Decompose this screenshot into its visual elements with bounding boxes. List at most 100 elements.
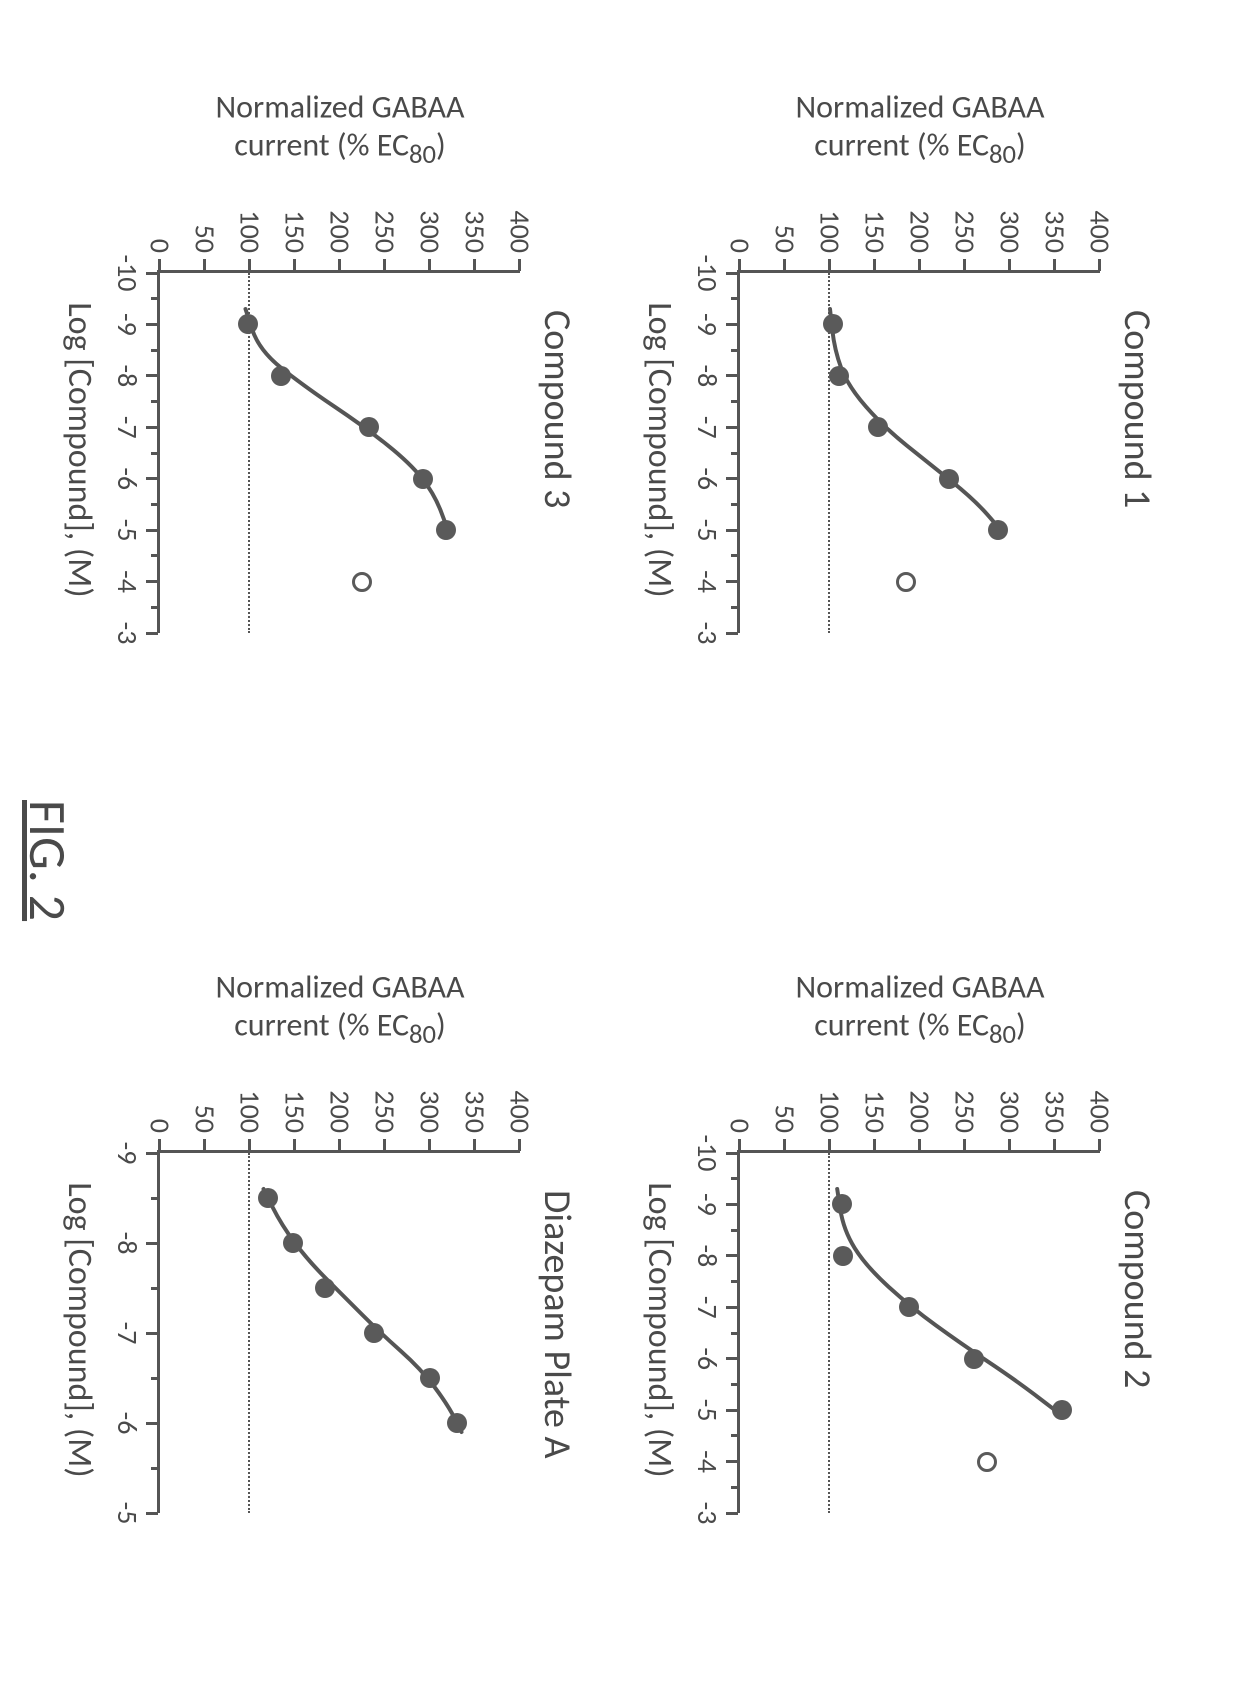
- x-tick-minor: [731, 1383, 738, 1386]
- x-tick-label: -8: [690, 364, 725, 387]
- x-tick-label: -6: [690, 1347, 725, 1370]
- y-tick-label: 400: [1083, 1073, 1118, 1133]
- y-axis-label-line2: current (% EC: [234, 1006, 409, 1045]
- y-axis-label-line2: current (% EC: [234, 126, 409, 165]
- x-tick: [726, 529, 738, 532]
- y-tick: [1054, 1139, 1057, 1151]
- y-tick-label: 200: [323, 1073, 358, 1133]
- plot-area: 050100150200250300350400-9-8-7-6-5: [157, 1150, 520, 1513]
- x-tick-minor: [731, 1332, 738, 1335]
- x-tick-minor: [731, 1486, 738, 1489]
- plot-area: 050100150200250300350400-10-9-8-7-6-5-4-…: [157, 270, 520, 633]
- y-tick-label: 50: [188, 1073, 223, 1133]
- y-tick: [429, 259, 432, 271]
- y-tick-label: 350: [1038, 193, 1073, 253]
- data-point-open: [978, 1452, 998, 1472]
- x-tick-minor: [731, 1280, 738, 1283]
- x-tick-minor: [151, 452, 158, 455]
- y-tick-label: 300: [413, 193, 448, 253]
- y-tick-label: 300: [993, 193, 1028, 253]
- y-axis-label-line2: current (% EC: [814, 126, 989, 165]
- x-tick-minor: [151, 554, 158, 557]
- data-point-filled: [436, 520, 456, 540]
- y-axis-label-sub: 80: [989, 139, 1016, 171]
- landscape-content: Compound 1Normalized GABAAcurrent (% EC8…: [0, 0, 1240, 1706]
- x-tick: [146, 1422, 158, 1425]
- x-tick-label: -5: [110, 519, 145, 542]
- x-axis-label: Log [Compound], (M): [639, 302, 680, 597]
- x-tick-label: -6: [110, 467, 145, 490]
- data-point-filled: [834, 1246, 854, 1266]
- y-tick-label: 200: [903, 193, 938, 253]
- y-axis-label-sub: 80: [409, 139, 436, 171]
- y-tick: [384, 259, 387, 271]
- x-tick-minor: [151, 1467, 158, 1470]
- y-tick-label: 0: [723, 1073, 758, 1133]
- y-tick: [964, 1139, 967, 1151]
- x-tick-minor: [731, 554, 738, 557]
- x-tick-minor: [731, 503, 738, 506]
- y-tick-label: 100: [233, 1073, 268, 1133]
- y-tick-label: 350: [458, 1073, 493, 1133]
- y-tick: [249, 259, 252, 271]
- x-tick: [726, 1152, 738, 1155]
- x-tick-label: -8: [110, 364, 145, 387]
- y-tick-label: 150: [278, 193, 313, 253]
- panel-title: Compound 2: [1114, 1190, 1160, 1388]
- x-tick-minor: [731, 400, 738, 403]
- x-tick-label: -8: [690, 1244, 725, 1267]
- y-tick-label: 0: [143, 1073, 178, 1133]
- x-tick: [146, 529, 158, 532]
- data-point-filled: [272, 366, 292, 386]
- data-point-filled: [258, 1188, 278, 1208]
- x-tick-minor: [151, 1287, 158, 1290]
- y-tick-label: 150: [858, 193, 893, 253]
- y-tick: [429, 1139, 432, 1151]
- data-point-filled: [283, 1233, 303, 1253]
- x-tick-label: -7: [110, 416, 145, 439]
- x-tick: [146, 632, 158, 635]
- y-tick: [964, 259, 967, 271]
- x-tick: [726, 426, 738, 429]
- y-tick-label: 400: [503, 1073, 538, 1133]
- y-tick-label: 400: [1083, 193, 1118, 253]
- y-axis-label-line1: Normalized GABAA: [796, 88, 1045, 127]
- x-tick: [146, 1242, 158, 1245]
- y-tick-label: 0: [143, 193, 178, 253]
- x-tick-label: -10: [110, 255, 145, 292]
- y-tick-label: 200: [323, 193, 358, 253]
- y-tick-label: 100: [813, 1073, 848, 1133]
- y-axis-label: Normalized GABAAcurrent (% EC80): [216, 969, 465, 1052]
- fit-curve: [740, 273, 1100, 633]
- y-tick: [919, 1139, 922, 1151]
- data-point-filled: [315, 1278, 335, 1298]
- x-tick-label: -9: [690, 1193, 725, 1216]
- x-tick: [146, 1332, 158, 1335]
- panel-grid: Compound 1Normalized GABAAcurrent (% EC8…: [60, 70, 1160, 1630]
- x-tick-label: -10: [690, 1135, 725, 1172]
- x-tick-minor: [731, 452, 738, 455]
- y-tick-label: 250: [948, 193, 983, 253]
- y-axis-label-close: ): [1016, 126, 1026, 165]
- x-axis-label: Log [Compound], (M): [59, 1182, 100, 1477]
- data-point-filled: [413, 469, 433, 489]
- y-tick: [829, 259, 832, 271]
- plot-area: 050100150200250300350400-10-9-8-7-6-5-4-…: [737, 270, 1100, 633]
- x-tick: [146, 477, 158, 480]
- data-point-filled: [364, 1323, 384, 1343]
- plot-area: 050100150200250300350400-10-9-8-7-6-5-4-…: [737, 1150, 1100, 1513]
- y-axis-label: Normalized GABAAcurrent (% EC80): [796, 89, 1045, 172]
- y-tick-label: 0: [723, 193, 758, 253]
- y-tick-label: 250: [368, 193, 403, 253]
- x-tick-label: -7: [690, 1296, 725, 1319]
- y-axis-label-sub: 80: [989, 1019, 1016, 1051]
- y-axis-label-line1: Normalized GABAA: [216, 88, 465, 127]
- x-tick: [726, 477, 738, 480]
- x-tick: [726, 1306, 738, 1309]
- y-tick-label: 100: [813, 193, 848, 253]
- x-tick: [726, 374, 738, 377]
- y-tick-label: 100: [233, 193, 268, 253]
- x-tick: [726, 323, 738, 326]
- y-tick-label: 150: [278, 1073, 313, 1133]
- data-point-filled: [359, 417, 379, 437]
